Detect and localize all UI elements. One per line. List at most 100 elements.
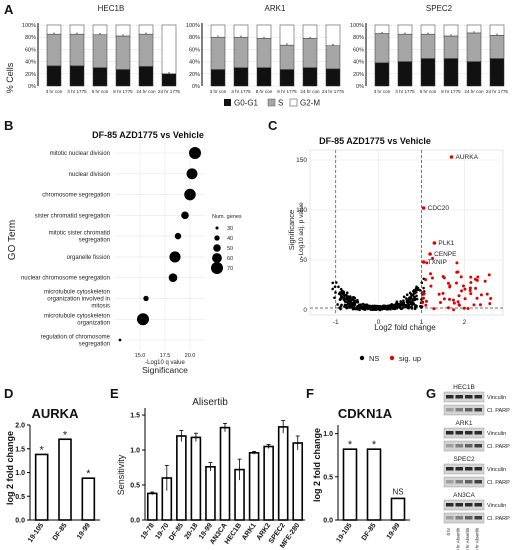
y-tick-label: 60% bbox=[353, 47, 364, 53]
ns-point bbox=[410, 300, 414, 303]
panel-f-plot: 0.0 0.5 1.0 * 19-105 * DF-85 NS 19-99 bbox=[323, 425, 410, 544]
significance-mark: * bbox=[348, 439, 353, 451]
y-tick-label: 0% bbox=[356, 84, 364, 90]
size-legend-dot bbox=[215, 226, 219, 230]
legend-label-sig: sig. up bbox=[399, 354, 421, 363]
lane-label: 0 hr bbox=[446, 527, 451, 535]
sig-up-point bbox=[441, 291, 445, 295]
lane-label: 24 hr Alisertib bbox=[475, 527, 480, 550]
bar-segment-g2-m bbox=[374, 24, 390, 34]
legend-swatch-g2m bbox=[289, 98, 298, 107]
sig-up-point bbox=[446, 281, 450, 285]
bar-segment-s bbox=[443, 35, 459, 59]
legend-label-ns: NS bbox=[369, 354, 379, 363]
bar-segment-g0-g1 bbox=[256, 67, 272, 87]
sig-up-point bbox=[463, 287, 467, 291]
ns-point bbox=[416, 286, 420, 290]
bar-segment-g2-m bbox=[138, 24, 154, 35]
ns-point bbox=[354, 299, 358, 303]
blot-band bbox=[446, 480, 454, 484]
significance-mark: NS bbox=[392, 487, 403, 496]
bar bbox=[366, 448, 382, 521]
blot-band bbox=[446, 516, 454, 520]
panel-b-letter: B bbox=[4, 118, 13, 133]
panel-d-letter: D bbox=[4, 386, 13, 401]
plot-area bbox=[309, 149, 504, 316]
legend-label-g0g1: G0-G1 bbox=[234, 99, 259, 108]
panel-d-plot: 0.0 0.5 1.0 1.5 2.0 * 19-105 * DF-85 * 19-99 bbox=[15, 423, 100, 544]
blot-band bbox=[474, 444, 482, 448]
blot-band bbox=[465, 503, 473, 507]
ns-point bbox=[345, 293, 348, 297]
panel-c-ylabel: Significance bbox=[287, 210, 296, 250]
bar bbox=[248, 451, 260, 521]
sig-up-point bbox=[466, 307, 470, 311]
bar-segment-g2-m bbox=[233, 24, 249, 38]
panel-a-legend: G0-G1 S G2-M bbox=[224, 99, 320, 108]
ns-point bbox=[333, 285, 337, 289]
sig-up-point bbox=[425, 261, 429, 265]
ns-point bbox=[415, 297, 419, 301]
blot-band-label: Vinculin bbox=[487, 431, 506, 437]
ns-point bbox=[343, 300, 347, 303]
ns-point bbox=[388, 307, 392, 310]
bar-segment-g0-g1 bbox=[161, 73, 177, 87]
replicate-point bbox=[122, 34, 124, 36]
ns-point bbox=[418, 289, 422, 292]
bar-segment-g0-g1 bbox=[46, 65, 62, 87]
sig-up-point bbox=[456, 270, 460, 274]
go-term-label: regulation of chromosome segregation bbox=[41, 335, 111, 348]
ns-point bbox=[402, 299, 405, 302]
blot-band bbox=[465, 467, 473, 471]
sig-up-point bbox=[488, 302, 492, 306]
blot-band bbox=[455, 467, 463, 471]
x-tick-label: 24 hr 1775 bbox=[486, 89, 508, 94]
y-tick-label: 1.5 bbox=[15, 446, 25, 453]
blot-cell-line-label: AN3CA bbox=[453, 492, 475, 499]
x-tick-label: 0 bbox=[377, 319, 381, 326]
sig-up-point bbox=[469, 280, 473, 284]
x-tick-label: 3 hr 1775 bbox=[231, 89, 251, 94]
y-tick-label: 1.0 bbox=[15, 470, 25, 477]
ns-point bbox=[344, 304, 348, 308]
blot-band bbox=[465, 408, 473, 412]
go-term-point bbox=[174, 232, 182, 240]
blot-strip bbox=[443, 427, 485, 439]
bar-segment-g0-g1 bbox=[210, 69, 226, 87]
bar-segment-s bbox=[46, 33, 62, 67]
y-tick-label: 50 bbox=[300, 257, 308, 264]
panel-c-title: DF-85 AZD1775 vs Vehicle bbox=[319, 136, 431, 146]
bar-segment-s bbox=[92, 34, 108, 68]
ns-point bbox=[413, 296, 417, 300]
x-tick-label: -1 bbox=[333, 319, 339, 326]
bar-segment-g0-g1 bbox=[233, 67, 249, 87]
sig-up-point bbox=[489, 297, 493, 301]
labeled-gene-point bbox=[449, 155, 454, 159]
ns-point bbox=[393, 304, 397, 307]
sig-up-point bbox=[452, 301, 456, 305]
x-tick-label: 8 hr 1775 bbox=[441, 89, 461, 94]
go-term-point bbox=[184, 188, 196, 201]
sig-up-point bbox=[476, 275, 480, 279]
y-tick-label: 40% bbox=[353, 60, 364, 66]
bar-segment-s bbox=[420, 33, 436, 59]
x-tick-label: 3 hr 1775 bbox=[395, 89, 415, 94]
ns-point bbox=[384, 307, 387, 310]
bar-segment-g0-g1 bbox=[325, 68, 341, 87]
panel-c-legend: NS sig. up bbox=[359, 354, 421, 363]
blot-band bbox=[474, 516, 482, 520]
replicate-point bbox=[165, 477, 168, 479]
panel-a-ylabel: % Cells bbox=[5, 62, 15, 93]
blot-band bbox=[446, 408, 454, 412]
bar-segment-s bbox=[489, 35, 505, 59]
panel-d-title: AURKA bbox=[32, 406, 80, 421]
size-legend-label: 60 bbox=[227, 256, 233, 262]
legend-swatch-s bbox=[267, 98, 276, 107]
sig-up-point bbox=[431, 256, 435, 260]
ns-point bbox=[420, 305, 424, 308]
x-tick-label: 19-105 bbox=[27, 522, 45, 544]
bar-segment-g0-g1 bbox=[302, 67, 318, 87]
bar-segment-g2-m bbox=[161, 24, 177, 75]
go-term-label: microtubule cytoskeleton organization bbox=[44, 314, 110, 327]
ns-point bbox=[331, 281, 335, 285]
